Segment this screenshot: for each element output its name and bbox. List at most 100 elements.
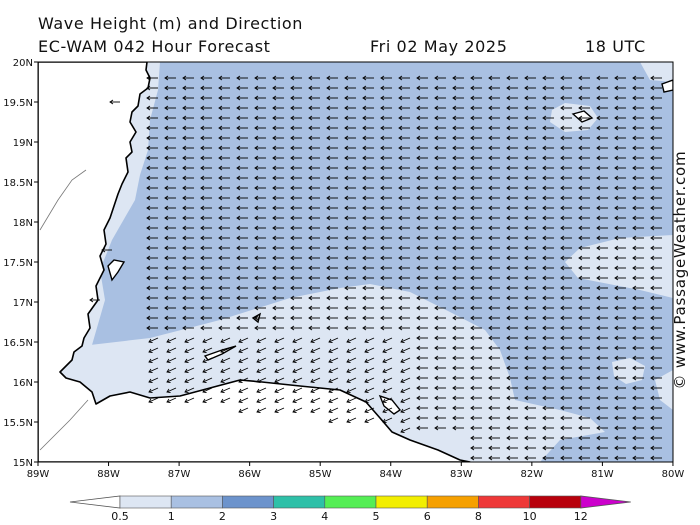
wave-arrow	[560, 335, 572, 341]
wave-arrow	[272, 125, 284, 131]
wave-arrow	[596, 415, 608, 421]
wave-arrow	[200, 165, 212, 171]
wave-arrow	[596, 215, 608, 221]
wave-arrow	[326, 275, 338, 281]
wave-arrow	[362, 115, 374, 121]
wave-arrow	[524, 335, 536, 341]
wave-arrow	[416, 105, 428, 111]
wave-arrow	[146, 105, 158, 111]
wave-arrow	[470, 435, 482, 441]
wave-arrow	[614, 395, 626, 401]
wave-arrow	[326, 115, 338, 121]
wave-arrow	[380, 195, 392, 201]
wave-arrow	[452, 105, 464, 111]
wave-arrow	[272, 135, 284, 141]
wave-arrow	[596, 425, 608, 431]
wave-arrow	[220, 337, 231, 344]
wave-arrow	[578, 315, 590, 321]
wave-arrow	[596, 265, 608, 271]
wave-arrow	[632, 165, 644, 171]
wave-arrow	[542, 225, 554, 231]
wave-arrow	[254, 165, 266, 171]
wave-arrow	[650, 345, 662, 351]
wave-arrow	[218, 95, 230, 101]
wave-arrow	[398, 125, 410, 131]
wave-arrow	[164, 235, 176, 241]
wave-arrow	[560, 275, 572, 281]
wave-arrow	[470, 425, 482, 431]
wave-arrow	[650, 455, 662, 461]
wave-arrow	[326, 165, 338, 171]
wave-arrow	[632, 155, 644, 161]
wave-arrow	[488, 85, 500, 91]
wave-arrow	[614, 295, 626, 301]
wave-arrow	[398, 265, 410, 271]
wave-arrow	[506, 325, 518, 331]
wave-arrow	[254, 225, 266, 231]
wave-arrow	[452, 365, 464, 371]
wave-arrow	[220, 357, 231, 364]
wave-arrow	[272, 275, 284, 281]
wave-arrow	[560, 215, 572, 221]
wave-arrow	[164, 125, 176, 131]
wave-arrow	[328, 347, 339, 354]
wave-arrow	[506, 215, 518, 221]
wave-arrow	[650, 265, 662, 271]
wave-arrow	[452, 285, 464, 291]
wave-arrow	[344, 175, 356, 181]
wave-arrow	[614, 105, 626, 111]
wave-arrow	[506, 375, 518, 381]
wave-arrow	[614, 405, 626, 411]
wave-arrow	[416, 165, 428, 171]
wave-arrow	[148, 357, 159, 364]
wave-arrow	[362, 275, 374, 281]
wave-arrow	[452, 195, 464, 201]
wave-arrow	[452, 375, 464, 381]
wave-arrow	[524, 255, 536, 261]
wave-arrow	[310, 407, 321, 414]
wave-arrow	[578, 175, 590, 181]
wave-arrow	[470, 325, 482, 331]
wave-arrow	[398, 195, 410, 201]
legend-swatch	[529, 495, 582, 509]
wave-arrow	[184, 387, 195, 394]
wave-arrow	[596, 375, 608, 381]
wave-arrow	[416, 215, 428, 221]
wave-arrow	[632, 265, 644, 271]
wave-arrow	[346, 337, 357, 344]
wave-arrow	[650, 135, 662, 141]
wave-arrow	[380, 275, 392, 281]
wave-arrow	[182, 155, 194, 161]
wave-arrow	[272, 285, 284, 291]
wave-arrow	[218, 145, 230, 151]
wave-arrow	[398, 105, 410, 111]
wave-arrow	[218, 215, 230, 221]
wave-arrow	[506, 85, 518, 91]
wave-arrow	[416, 375, 428, 381]
wave-arrow	[326, 245, 338, 251]
wave-arrow	[344, 115, 356, 121]
wave-arrow	[380, 235, 392, 241]
wave-arrow	[542, 445, 554, 451]
wave-arrow	[380, 175, 392, 181]
wave-arrow	[146, 225, 158, 231]
wave-arrow	[182, 305, 194, 311]
wave-arrow	[200, 95, 212, 101]
wave-arrow	[254, 125, 266, 131]
wave-arrow	[560, 415, 572, 421]
wave-direction-arrows	[89, 75, 662, 461]
wave-arrow	[400, 397, 411, 404]
wave-arrow	[614, 125, 626, 131]
wave-arrow	[308, 305, 320, 311]
wave-arrow	[488, 275, 500, 281]
wave-arrow	[578, 125, 590, 131]
wave-arrow	[596, 405, 608, 411]
wave-arrow	[506, 315, 518, 321]
wave-arrow	[524, 95, 536, 101]
wave-arrow	[488, 305, 500, 311]
wave-arrow	[470, 165, 482, 171]
wave-arrow	[506, 415, 518, 421]
wave-arrow	[308, 115, 320, 121]
wave-arrow	[506, 405, 518, 411]
wave-arrow	[560, 345, 572, 351]
